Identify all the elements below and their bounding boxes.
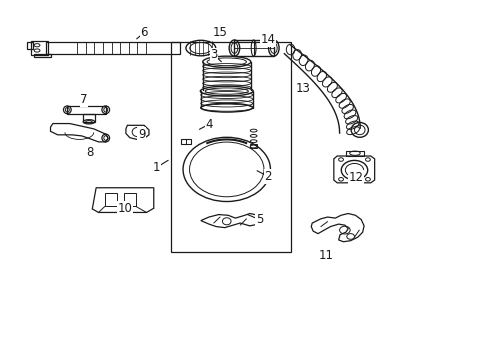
Text: 11: 11 — [318, 249, 333, 262]
Text: 1: 1 — [152, 161, 160, 174]
Text: 15: 15 — [213, 26, 227, 39]
Text: 14: 14 — [261, 33, 275, 46]
Text: 3: 3 — [210, 48, 218, 61]
Bar — [124, 193, 136, 207]
Bar — [250, 144, 257, 148]
Text: 4: 4 — [205, 118, 213, 131]
Text: 10: 10 — [118, 202, 132, 215]
Bar — [181, 139, 191, 144]
Bar — [171, 42, 291, 252]
Bar — [105, 193, 117, 207]
Text: 12: 12 — [349, 171, 364, 184]
Text: 13: 13 — [295, 82, 310, 95]
Text: 7: 7 — [80, 93, 88, 106]
Text: 6: 6 — [141, 26, 148, 39]
Bar — [234, 40, 274, 56]
Text: 2: 2 — [264, 170, 272, 183]
Text: 5: 5 — [256, 213, 263, 226]
Text: 9: 9 — [138, 128, 146, 141]
Text: 8: 8 — [87, 146, 94, 159]
